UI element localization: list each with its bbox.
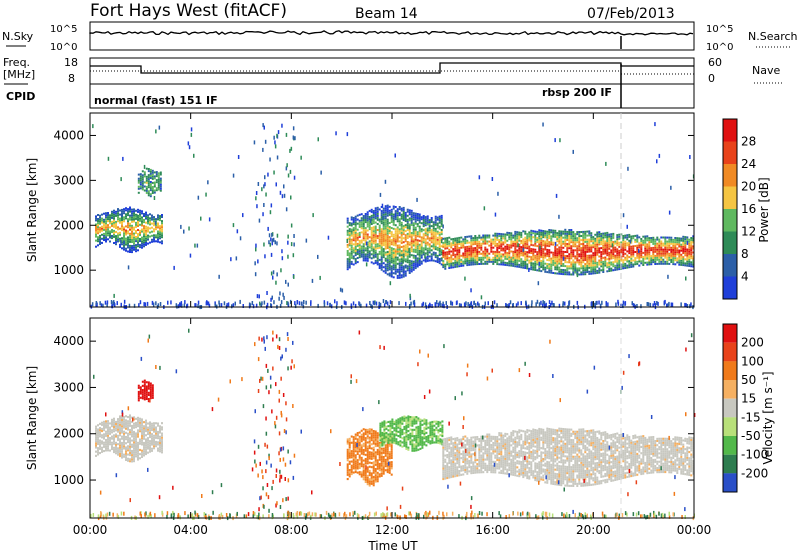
colorbar-tick-label: -200 [741,466,768,480]
sky-right-tick-top: 10^5 [706,24,733,35]
colorbar-swatch [723,186,737,209]
colorbar-swatch [723,254,737,277]
colorbar-swatch [723,324,737,343]
station-title: Fort Hays West (fitACF) [90,1,287,21]
power-data-layer [90,122,695,310]
nave-label: Nave [752,64,780,77]
velocity-data-layer [90,328,696,521]
y-tick-label: 3000 [53,380,84,394]
colorbar-swatch [723,209,737,232]
colorbar-tick-label: 8 [741,247,749,261]
nave-tick-bottom: 0 [708,72,715,85]
x-tick-label: 12:00 [375,523,410,537]
colorbar-tick-label: 100 [741,354,764,368]
y-tick-label: 1000 [53,263,84,277]
power-colorbar: 4 8 12 16 20 24 28 [722,118,756,300]
colorbar-tick-label: -100 [741,448,768,462]
cpid-label: CPID [6,90,35,103]
colorbar-swatch [723,141,737,164]
colorbar-frame [722,323,738,493]
sky-left-tick-top: 10^5 [50,24,77,35]
colorbar-tick-label: 50 [741,373,756,387]
cpid-segment-2: rbsp 200 IF [542,86,612,99]
power-colorbar-label: Power [dB] [757,177,771,242]
x-tick-label: 20:00 [576,523,611,537]
velocity-colorbar-label: Velocity [m s⁻¹] [761,371,775,464]
near-range-echoes [90,510,695,521]
colorbar-swatch [723,417,737,436]
echo-region-4 [442,427,695,487]
colorbar-tick-label: 16 [741,202,756,216]
freq-tick-top: 18 [64,56,78,69]
colorbar-tick-label: 4 [741,270,749,284]
echo-region-0 [95,414,163,463]
velocity-y-label: Slant Range [km] [25,366,39,470]
colorbar-tick-label: 15 [741,392,756,406]
colorbar-tick-label: 200 [741,336,764,350]
x-tick-label: 16:00 [475,523,510,537]
x-axis-label: Time UT [367,539,418,553]
y-tick-label: 4000 [53,334,84,348]
colorbar-swatch [723,231,737,254]
echo-region-1 [137,379,154,403]
colorbar-tick-label: 24 [741,157,756,171]
y-tick-label: 3000 [53,173,84,187]
noise-sky-trace [89,30,694,36]
velocity-panel-frame [89,317,695,519]
colorbar-swatch [723,276,737,299]
colorbar-swatch [723,119,737,142]
freq-label-2: [MHz] [3,68,35,81]
colorbar-frame [722,118,738,300]
nave-tick-top: 60 [708,56,722,69]
sky-right-tick-bottom: 10^0 [706,42,733,53]
date-label: 07/Feb/2013 [587,6,675,22]
sky-left-label: N.Sky [2,30,34,43]
cpid-segment-1: normal (fast) 151 IF [94,94,218,107]
power-y-label: Slant Range [km] [25,158,39,262]
colorbar-tick-label: 12 [741,225,756,239]
y-tick-label: 2000 [53,427,84,441]
colorbar-swatch [723,473,737,492]
colorbar-swatch [723,398,737,418]
colorbar-swatch [723,380,737,399]
colorbar-swatch [723,361,737,380]
beam-label: Beam 14 [355,6,418,22]
echo-region-0 [95,206,163,254]
freq-label-1: Freq. [3,56,30,69]
velocity-colorbar: 200 100 50 15 -15 -50 -100 -200 [722,323,768,493]
echo-region-3 [379,415,444,452]
colorbar-tick-label: -50 [741,429,761,443]
colorbar-swatch [723,454,737,474]
x-tick-label: 00:00 [677,523,712,537]
x-tick-label: 08:00 [274,523,309,537]
colorbar-swatch [723,164,737,187]
y-tick-label: 4000 [53,128,84,142]
echo-region-1 [137,167,162,198]
cpid-panel-frame [89,83,695,109]
colorbar-swatch [723,342,737,362]
colorbar-swatch [723,436,737,455]
echo-region-2 [346,204,443,279]
time-x-axis: 00:00 04:00 08:00 12:00 16:00 20:00 00:00 [73,113,712,537]
sparse-echoes [93,328,696,517]
sky-left-tick-bottom: 10^0 [50,42,77,53]
sky-right-label: N.Search [748,30,798,43]
power-y-axis: 1000 2000 3000 4000 [53,128,694,277]
colorbar-tick-label: 28 [741,135,756,149]
y-tick-label: 2000 [53,218,84,232]
x-tick-label: 00:00 [73,523,108,537]
freq-tick-bottom: 8 [68,72,75,85]
sky-panel-frame [89,21,695,51]
x-tick-label: 04:00 [173,523,208,537]
y-tick-label: 1000 [53,473,84,487]
velocity-y-axis: 1000 2000 3000 4000 [53,334,694,487]
echo-region-3 [442,228,695,276]
sparse-echoes [92,122,695,306]
colorbar-tick-label: 20 [741,180,756,194]
colorbar-tick-label: -15 [741,410,761,424]
